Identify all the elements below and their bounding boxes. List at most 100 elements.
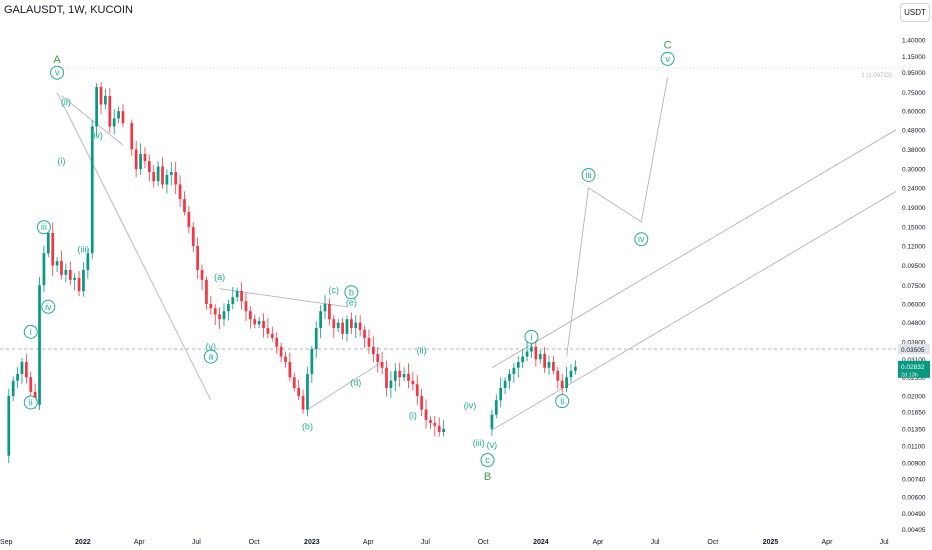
candle-body: [24, 361, 28, 378]
wave-label-circle: b: [344, 285, 359, 300]
candle-body: [415, 384, 419, 396]
trend-lines-layer: 1 (1.00713): [56, 67, 897, 431]
candle-body: [512, 367, 516, 374]
x-axis: Sep 2022 Apr Jul Oct 2023 Apr Jul Oct 2024 Apr Jul O…: [0, 539, 889, 546]
candle-body: [244, 301, 248, 312]
candle-body: [494, 400, 498, 415]
candle-body: [530, 346, 533, 352]
candle-body: [257, 320, 261, 325]
y-tick-label: 0.00600: [902, 494, 926, 501]
wave-label-text: b: [349, 287, 354, 297]
candle-body: [112, 118, 116, 127]
candle-body: [358, 322, 362, 330]
wave-label-text: (iii): [77, 244, 89, 254]
x-tick-label: Oct: [478, 539, 489, 546]
candle-body: [29, 377, 33, 392]
candle-body: [442, 428, 445, 433]
wave-circle-shape: [23, 324, 38, 339]
candle-body: [95, 87, 98, 127]
candle-body: [20, 361, 24, 374]
wave-label-text: (v): [206, 342, 217, 352]
candle-body: [565, 377, 568, 388]
candle-body: [16, 373, 19, 381]
y-tick-label: 0.30000: [902, 167, 926, 174]
y-tick-label: 0.06000: [902, 301, 926, 308]
wave-label-circle: iii: [581, 167, 596, 182]
candle-body: [367, 337, 371, 347]
candle-body: [218, 314, 221, 320]
y-tick-label: 0.75000: [902, 90, 926, 97]
y-tick-label: 0.09500: [902, 263, 926, 270]
candle-body: [165, 174, 169, 185]
x-tick-label: Apr: [363, 539, 375, 546]
candle-body: [552, 361, 555, 371]
candle-body: [569, 370, 573, 378]
wave-circle-shape: [50, 65, 65, 80]
candle-body: [556, 370, 560, 381]
candle-body: [341, 322, 344, 334]
y-tick-label: 0.00900: [902, 460, 926, 467]
candle-body: [77, 277, 81, 292]
wave-label-text: ii: [29, 397, 33, 407]
wave-label-circle: iv: [634, 232, 649, 247]
candle-body: [301, 395, 305, 410]
wave-circle-shape: [23, 395, 38, 410]
candle-body: [82, 270, 85, 292]
candle-body: [38, 285, 41, 368]
wave-label-text: v: [55, 68, 60, 78]
wave-label-text: v: [665, 54, 670, 64]
candle-body: [521, 356, 525, 362]
candle-body: [152, 172, 156, 182]
candle-body: [147, 161, 151, 173]
x-tick-label: Jul: [421, 539, 430, 546]
wave-label-text: iii: [41, 222, 47, 232]
candle-body: [73, 277, 77, 280]
trend-line-diag-a-to-iii: [56, 92, 212, 401]
wave-circle-shape: [555, 394, 570, 409]
wave-label-text: i: [30, 327, 32, 337]
y-tick-label: 0.12000: [902, 243, 926, 250]
wave-circle-shape: [344, 285, 359, 300]
candle-body: [328, 303, 331, 320]
wave-circle-shape: [581, 167, 596, 182]
candle-body: [516, 361, 520, 368]
candle-body: [393, 370, 397, 381]
y-tick-label: 0.01650: [902, 410, 926, 417]
wave-label-circle: iv: [41, 299, 56, 314]
candle-body: [231, 297, 235, 304]
candle-body: [240, 291, 243, 302]
candle-body: [227, 303, 230, 312]
currency-button[interactable]: USDT: [900, 3, 930, 22]
wave-label-text: (iv): [90, 130, 103, 140]
candle-body: [402, 373, 406, 378]
y-tick-label: 0.00405: [902, 527, 926, 534]
x-tick-label: Jul: [192, 539, 201, 546]
y-axis: 1.40000 1.15000 0.95000 0.75000 0.60000 0.480…: [898, 38, 930, 534]
y-tick-label: 0.95000: [902, 70, 926, 77]
candle-body: [139, 153, 142, 170]
wave-label-text: iv: [638, 234, 645, 244]
candle-body: [46, 233, 50, 254]
candle-body: [38, 367, 41, 405]
wave-label-text: (c): [329, 285, 340, 295]
candle-body: [508, 373, 511, 381]
wave-label-circle: i: [23, 324, 38, 339]
x-tick-label: Jul: [651, 539, 660, 546]
wave-label-circle: ii: [23, 395, 38, 410]
candle-body: [380, 361, 384, 368]
candle-body: [121, 111, 125, 124]
wave-label-text: (d): [350, 377, 361, 387]
y-tick-label: 0.07500: [902, 283, 926, 290]
bar-countdown: 2d 13h: [901, 372, 918, 378]
candle-body: [222, 311, 226, 320]
x-tick-label: 2024: [533, 539, 549, 546]
candle-body: [205, 279, 208, 304]
candle-body: [543, 354, 546, 368]
y-tick-label: 1.40000: [902, 38, 926, 45]
candle-body: [104, 95, 107, 105]
wave-label-major: A: [53, 54, 61, 66]
candle-body: [64, 270, 68, 275]
candle-body: [11, 380, 15, 396]
x-tick-label: Apr: [134, 539, 146, 546]
